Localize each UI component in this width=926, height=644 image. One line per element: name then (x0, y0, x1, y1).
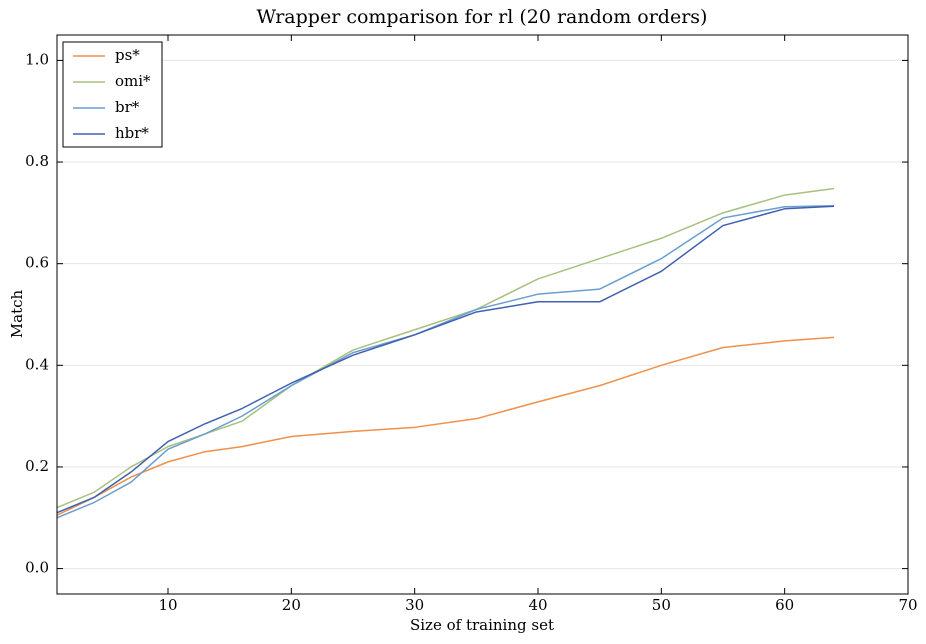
y-tick-label: 0.8 (25, 152, 49, 170)
y-tick-label: 0.0 (25, 559, 49, 577)
y-tick-label: 1.0 (25, 50, 49, 68)
x-tick-label: 60 (775, 596, 794, 614)
legend-box (62, 41, 163, 148)
y-tick-label: 0.4 (25, 355, 49, 373)
legend-label: hbr* (115, 124, 149, 142)
series-line (56, 204, 835, 519)
y-tick-label: 0.6 (25, 254, 49, 272)
x-tick-label: 30 (405, 596, 424, 614)
legend-label: omi* (115, 72, 151, 90)
chart-title: Wrapper comparison for rl (20 random ord… (257, 6, 708, 28)
x-tick-label: 50 (652, 596, 671, 614)
x-tick-label: 10 (158, 596, 177, 614)
legend-label: ps* (115, 46, 140, 64)
x-tick-label: 40 (528, 596, 547, 614)
legend-label: br* (115, 98, 140, 116)
x-tick-label: 20 (282, 596, 301, 614)
series-line (56, 336, 835, 516)
y-axis-label: Match (8, 289, 26, 338)
y-tick-label: 0.2 (25, 457, 49, 475)
series-line (56, 205, 835, 514)
x-tick-label: 70 (898, 596, 917, 614)
plot-frame (56, 34, 909, 595)
x-axis-label: Size of training set (410, 616, 554, 634)
